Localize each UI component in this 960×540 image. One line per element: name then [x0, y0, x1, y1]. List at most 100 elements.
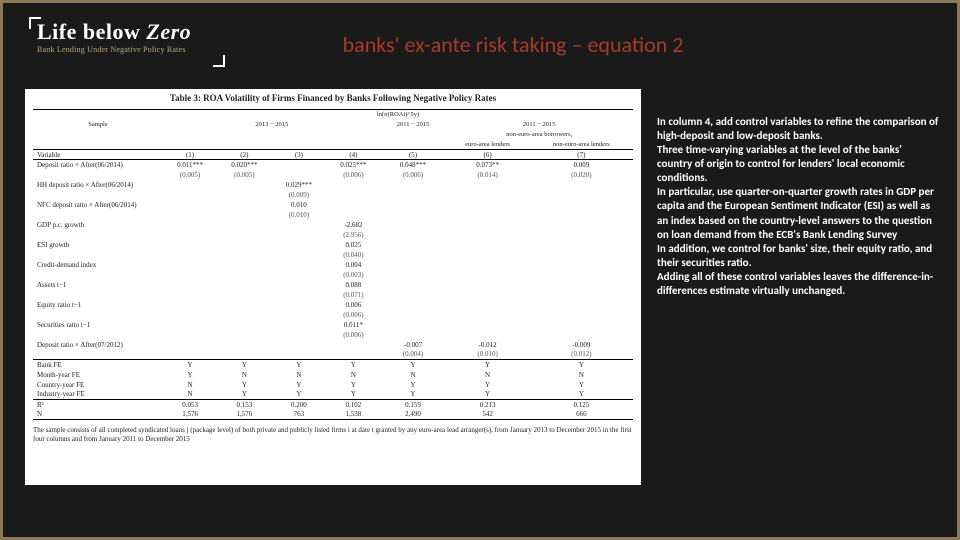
cell: [217, 280, 272, 290]
cell-se: [530, 310, 633, 320]
logo-text-a: Life below: [37, 19, 146, 44]
row-label: Industry-year FE: [33, 390, 163, 400]
cell: -0.009: [530, 340, 633, 350]
cell-se: [326, 190, 381, 200]
cell-se: [217, 330, 272, 340]
table-row-se: (0.003): [33, 270, 633, 280]
table-row: Assets t−10.088: [33, 280, 633, 290]
table-row: GDP p.c. growth-2.682: [33, 220, 633, 230]
cell: Y: [530, 360, 633, 370]
cell: Y: [163, 360, 217, 370]
cell: 0.020***: [217, 160, 272, 170]
cell: Y: [217, 360, 272, 370]
cell: 0.053: [163, 400, 217, 410]
col-6: (6): [445, 150, 529, 160]
cell-se: (0.040): [326, 250, 381, 260]
cell: [530, 260, 633, 270]
col-5: (5): [381, 150, 446, 160]
table-row-se: (0.004)(0.010)(0.012): [33, 350, 633, 360]
cell: [326, 200, 381, 210]
cell: 0.125: [530, 400, 633, 410]
cell: 2,490: [381, 410, 446, 420]
cell-se: [272, 170, 327, 180]
cell: Y: [163, 370, 217, 380]
row-label: Bank FE: [33, 360, 163, 370]
cell-se: [530, 230, 633, 240]
cell: [272, 300, 327, 310]
table-row-se: (0.006): [33, 310, 633, 320]
cell-se: [163, 290, 217, 300]
col-2: (2): [217, 150, 272, 160]
cell-se: [530, 210, 633, 220]
cell-se: (0.010): [272, 210, 327, 220]
cell-se: [530, 250, 633, 260]
cell: N: [381, 370, 446, 380]
table-row: Month-year FEYNNNNNN: [33, 370, 633, 380]
row-label: Securities ratio t−1: [33, 320, 163, 330]
subhdr-b: euro-area lenders: [445, 140, 529, 150]
col-4: (4): [326, 150, 381, 160]
row-label: Month-year FE: [33, 370, 163, 380]
cell: [445, 300, 529, 310]
cell: 0.200: [272, 400, 327, 410]
cell: 0.073**: [445, 160, 529, 170]
cell: 0.025***: [326, 160, 381, 170]
cell: N: [272, 370, 327, 380]
table-row-se: (0.009): [33, 190, 633, 200]
cell-se: [381, 270, 446, 280]
cell: Y: [272, 390, 327, 400]
table-title: Table 3: ROA Volatility of Firms Finance…: [33, 93, 633, 103]
cell-se: [217, 350, 272, 360]
col-3: (3): [272, 150, 327, 160]
cell-se: (0.006): [326, 310, 381, 320]
cell: [326, 340, 381, 350]
cell-se: [163, 230, 217, 240]
cell-se: [326, 350, 381, 360]
cell-se: [381, 290, 446, 300]
cell: 763: [272, 410, 327, 420]
cell-se: [272, 350, 327, 360]
cell-se: [445, 310, 529, 320]
cell: Y: [445, 390, 529, 400]
table-row-se: (0.006): [33, 330, 633, 340]
cell: [163, 180, 217, 190]
cell-se: [381, 190, 446, 200]
cell-se: [272, 250, 327, 260]
cell-se: [381, 310, 446, 320]
cell-se: (0.006): [381, 170, 446, 180]
row-label: Assets t−1: [33, 280, 163, 290]
subhdr-a: non-euro-area borrowers,: [445, 130, 633, 140]
cell-se: [163, 330, 217, 340]
cell: 0.004: [326, 260, 381, 270]
cell: Y: [445, 380, 529, 390]
table-row: Country-year FENYYYYYY: [33, 380, 633, 390]
table-row: Credit-demand index 0.004: [33, 260, 633, 270]
row-label: N: [33, 410, 163, 420]
cell-se: [445, 230, 529, 240]
cell: [445, 260, 529, 270]
cell-se: (0.003): [326, 270, 381, 280]
cell-se: [163, 250, 217, 260]
row-label: HH deposit ratio × After(06/2014): [33, 180, 163, 190]
cell: N: [163, 390, 217, 400]
cell-se: (0.005): [217, 170, 272, 180]
notes-panel: In column 4, add control variables to re…: [657, 115, 939, 298]
cell: Y: [217, 390, 272, 400]
cell-se: [217, 190, 272, 200]
variable-label: Variable: [33, 150, 163, 160]
row-label: NFC deposit ratio × After(06/2014): [33, 200, 163, 210]
sample-b: 2011 − 2015: [381, 120, 446, 130]
cell: Y: [530, 380, 633, 390]
cell-se: [272, 270, 327, 280]
cell: N: [530, 370, 633, 380]
cell: [163, 220, 217, 230]
cell: 666: [530, 410, 633, 420]
table-row: Securities ratio t−10.011*: [33, 320, 633, 330]
cell: [163, 200, 217, 210]
table-row-se: (0.071): [33, 290, 633, 300]
cell: [381, 180, 446, 190]
col-7: (7): [530, 150, 633, 160]
table-row: Deposit ratio × After(07/2012)-0.007-0.0…: [33, 340, 633, 350]
cell: [163, 260, 217, 270]
row-label: Credit-demand index: [33, 260, 163, 270]
